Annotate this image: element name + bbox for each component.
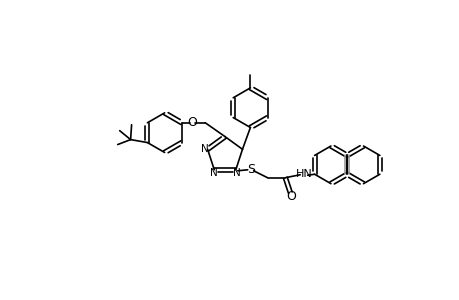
Text: N: N: [233, 168, 241, 178]
Text: N: N: [200, 144, 208, 154]
Text: S: S: [246, 163, 254, 176]
Text: N: N: [209, 168, 217, 178]
Text: O: O: [285, 190, 295, 202]
Text: O: O: [187, 116, 197, 129]
Text: HN: HN: [295, 169, 312, 179]
